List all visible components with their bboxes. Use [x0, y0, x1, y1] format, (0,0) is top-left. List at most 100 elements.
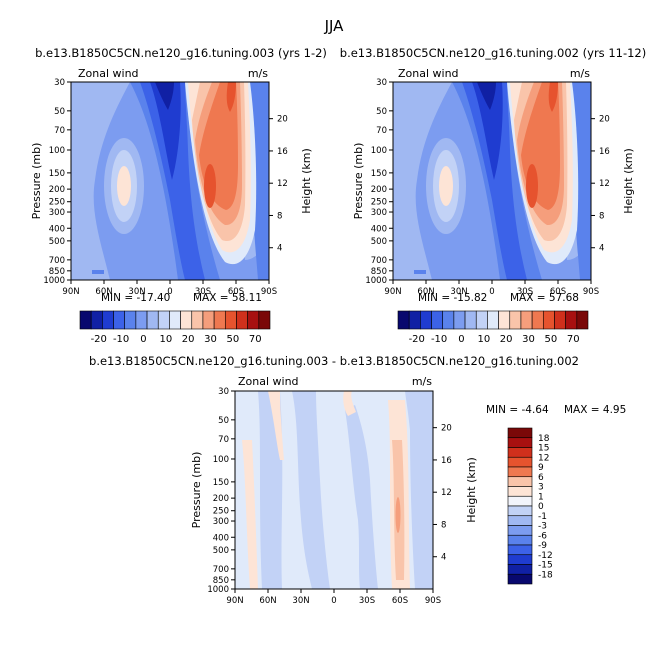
panel-right-title: b.e13.B1850C5CN.ne120_g16.tuning.002 (yr… — [340, 46, 646, 60]
field-shading — [92, 270, 104, 274]
field-shading — [268, 391, 284, 460]
y-tick-label: 850 — [49, 267, 65, 277]
colorbar-label: 30 — [522, 334, 535, 345]
panel-difference-min: MIN = -4.64 — [486, 404, 549, 416]
field-shading — [526, 164, 538, 208]
x-tick-label: 90N — [226, 596, 243, 606]
figure-title: JJA — [324, 17, 345, 35]
colorbar-swatch — [542, 310, 555, 330]
height-tick-label: 20 — [277, 115, 288, 125]
x-tick-label: 60S — [392, 596, 408, 606]
colorbar-swatch — [507, 505, 533, 517]
field-shading — [477, 82, 496, 110]
colorbar-swatch — [169, 310, 181, 330]
colorbar-label: 30 — [204, 334, 217, 345]
colorbar-label: 9 — [538, 463, 544, 473]
colorbar-label: 18 — [538, 434, 550, 444]
colorbar-label: -18 — [538, 570, 553, 580]
colorbar-swatch — [258, 310, 271, 330]
field-shading — [393, 82, 452, 280]
y-tick-label: 200 — [371, 185, 387, 195]
panel-left-field — [71, 82, 269, 280]
colorbar-swatch — [408, 310, 421, 330]
y-tick-label: 200 — [213, 494, 229, 504]
colorbar-swatch — [507, 525, 533, 536]
panel-right-ylabel: Pressure (mb) — [352, 143, 365, 220]
x-tick-label: 30S — [195, 287, 211, 297]
colorbar-swatch — [507, 427, 533, 439]
colorbar-swatch — [224, 310, 237, 330]
colorbar-swatch — [507, 486, 533, 497]
panel-left-x-axis: 90N 60N 30N 0 30S 60S 90S — [62, 280, 277, 297]
y-tick-label: 300 — [49, 208, 65, 218]
colorbar-swatch — [146, 310, 159, 330]
colorbar-swatch — [507, 515, 533, 526]
y-tick-label: 200 — [49, 185, 65, 195]
field-shading — [395, 497, 401, 533]
y-tick-label: 150 — [49, 169, 65, 179]
colorbar-swatch — [509, 310, 522, 330]
colorbar-label: 15 — [538, 444, 549, 454]
colorbar-swatch — [554, 310, 566, 330]
y-tick-label: 50 — [376, 107, 387, 117]
panel-difference-units: m/s — [412, 375, 432, 388]
colorbar-swatch — [507, 466, 533, 478]
y-tick-label: 700 — [371, 256, 387, 266]
y-tick-label: 30 — [218, 387, 229, 397]
panel-left-units: m/s — [248, 67, 268, 80]
height-tick-label: 8 — [277, 211, 282, 221]
colorbar-swatch — [464, 310, 477, 330]
x-tick-label: 0 — [489, 287, 494, 297]
y-tick-label: 70 — [376, 126, 387, 136]
x-tick-label: 30N — [128, 287, 145, 297]
colorbar-swatch — [247, 310, 260, 330]
x-tick-label: 90N — [384, 287, 401, 297]
y-tick-label: 100 — [371, 146, 387, 156]
colorbar-swatch — [453, 310, 466, 330]
x-tick-label: 90S — [583, 287, 599, 297]
colorbar-swatch — [102, 310, 114, 330]
height-tick-label: 4 — [277, 244, 282, 254]
colorbar-swatch — [507, 456, 533, 468]
y-tick-label: 300 — [371, 208, 387, 218]
colorbar-label: 20 — [500, 334, 513, 345]
x-tick-label: 30S — [359, 596, 375, 606]
height-tick-label: 16 — [277, 147, 288, 157]
panel-left: b.e13.B1850C5CN.ne120_g16.tuning.003 (yr… — [30, 46, 327, 345]
panel-right: b.e13.B1850C5CN.ne120_g16.tuning.002 (yr… — [340, 46, 646, 345]
panel-left-variable: Zonal wind — [78, 67, 139, 80]
field-shading — [117, 166, 131, 206]
panel-difference-variable: Zonal wind — [238, 375, 299, 388]
colorbar-label: -10 — [431, 334, 447, 345]
colorbar-label: 6 — [538, 473, 544, 483]
height-tick-label: 4 — [441, 553, 446, 563]
colorbar-label: 10 — [477, 334, 490, 345]
colorbar-label: -12 — [538, 551, 553, 561]
panel-left-colorbar: -20 -10 0 10 20 30 50 70 — [79, 310, 271, 345]
field-shading — [292, 391, 330, 589]
panel-right-x-axis: 90N 60N 30N 0 30S 60S 90S — [384, 280, 599, 297]
panel-left-title: b.e13.B1850C5CN.ne120_g16.tuning.003 (yr… — [35, 46, 327, 60]
colorbar-swatch — [487, 310, 499, 330]
panel-difference-title: b.e13.B1850C5CN.ne120_g16.tuning.003 - b… — [89, 354, 579, 368]
y-tick-label: 250 — [49, 198, 65, 208]
x-tick-label: 60N — [95, 287, 112, 297]
field-shading — [258, 391, 283, 589]
field-shading — [548, 82, 558, 112]
height-tick-label: 12 — [277, 179, 288, 189]
colorbar-swatch — [431, 310, 444, 330]
y-tick-label: 500 — [213, 546, 229, 556]
panel-right-units: m/s — [570, 67, 590, 80]
panel-right-max: MAX = 57.68 — [510, 292, 579, 304]
colorbar-swatch — [520, 310, 533, 330]
panel-left-ylabel-right: Height (km) — [300, 148, 313, 214]
field-shading — [226, 82, 236, 112]
panel-right-min: MIN = -15.82 — [418, 292, 487, 304]
colorbar-swatch — [507, 447, 533, 458]
y-tick-label: 50 — [218, 416, 229, 426]
height-tick-label: 8 — [599, 211, 604, 221]
colorbar-swatch — [507, 554, 533, 565]
